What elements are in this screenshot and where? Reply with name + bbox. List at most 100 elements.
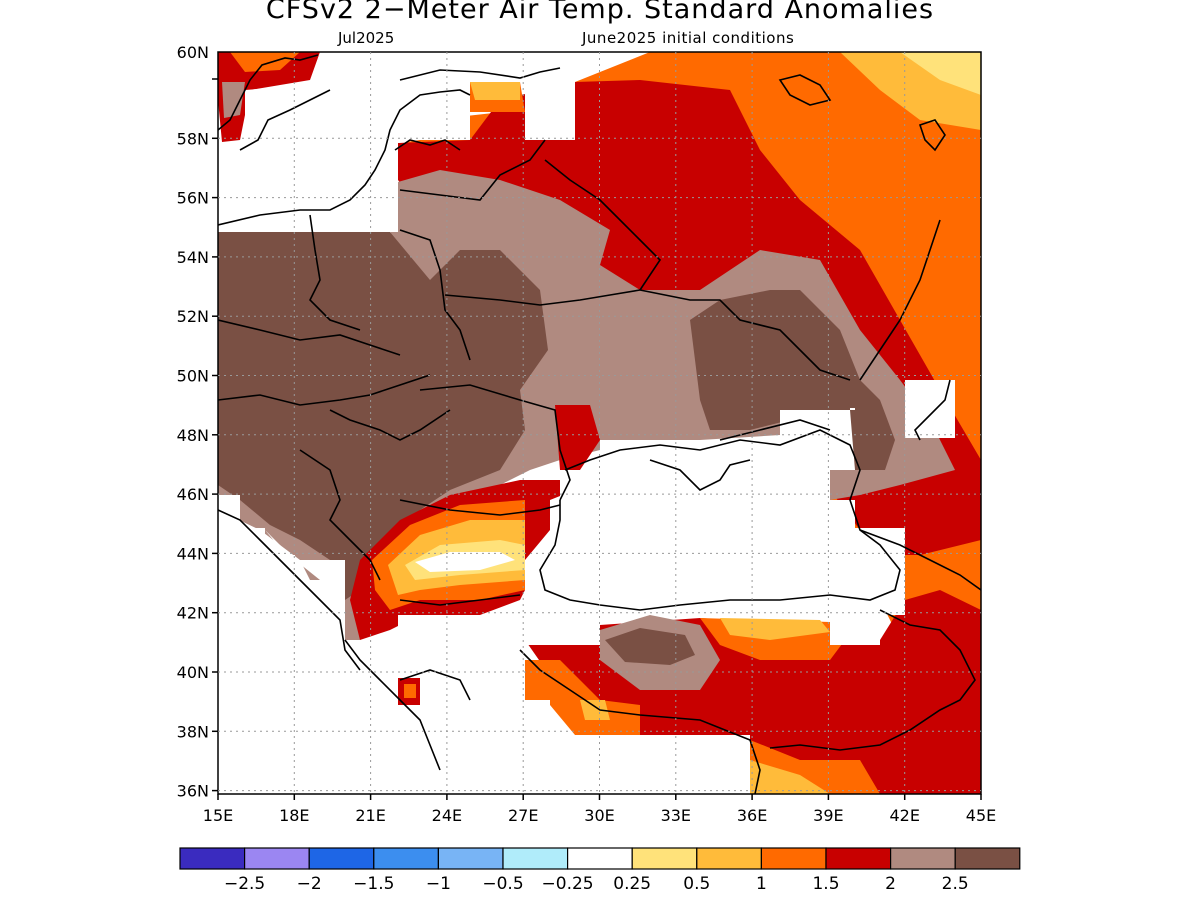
graticule (218, 52, 981, 794)
coastline-crimea (649, 459, 751, 491)
mask-gulf-finland (525, 82, 575, 140)
anomaly-region-yellow-turkey (580, 700, 610, 720)
coastline-caspian (914, 379, 951, 441)
border-belarus-ukraine (444, 289, 641, 306)
colorbar-label: −2 (297, 874, 322, 894)
coastline-adriatic (218, 509, 361, 671)
anomaly-region-orange-caucasus (905, 555, 981, 610)
colorbar-swatch (889, 847, 956, 870)
mask-baltic (218, 52, 470, 232)
coastline-baltic-south (218, 89, 471, 226)
colorbar-label: 2.5 (942, 874, 969, 894)
border-poland-belarus (399, 229, 471, 361)
border-baltics (399, 139, 546, 201)
lon-label: 30E (584, 806, 614, 825)
coastline-gulf-riga (394, 139, 461, 151)
colorbar-swatch (308, 847, 375, 870)
border-romania (419, 384, 571, 501)
lat-label: 42N (177, 604, 209, 623)
coastline-greece (344, 639, 471, 771)
colorbar-label: 1.5 (812, 874, 839, 894)
mask-aegean (218, 495, 750, 794)
anomaly-region-lightorange-turkey-north (720, 618, 830, 640)
lake-onega (918, 119, 946, 152)
lon-label: 42E (889, 806, 919, 825)
lon-label: 24E (432, 806, 462, 825)
lat-label: 48N (177, 426, 209, 445)
coastlines-and-borders (218, 54, 981, 794)
coastline-gulf-finland (399, 67, 561, 81)
border-balkans (299, 449, 381, 581)
border-russia-kazakh (859, 219, 941, 381)
anomaly-region-orange-sweden (230, 52, 300, 72)
colorbar-swatch (244, 847, 310, 870)
anomaly-region-red-sweden (218, 52, 320, 142)
colorbar-label: −0.25 (542, 874, 594, 894)
colorbar-swatch (373, 847, 439, 870)
lat-label: 52N (177, 307, 209, 326)
lon-label: 21E (355, 806, 385, 825)
colorbar-swatch (631, 847, 698, 870)
colorbar-swatch (179, 847, 246, 870)
lon-label: 33E (661, 806, 691, 825)
colorbar-swatch (566, 847, 633, 870)
latitude-labels: 60N 58N 56N 54N 52N 50N 48N 46N 44N 42N 40N 38N 36N (177, 43, 209, 801)
anomaly-region-orange-east (820, 130, 960, 230)
mask-azov-bits (850, 408, 855, 410)
coastline-scandinavia (218, 54, 331, 151)
border-bulgaria-turkey (399, 594, 521, 606)
lat-label: 58N (177, 129, 209, 148)
colorbar-label: 0.5 (683, 874, 710, 894)
colorbar-swatch (437, 847, 504, 870)
colorbar-swatch (760, 847, 827, 870)
lat-label: 46N (177, 485, 209, 504)
border-austria-hungary (218, 374, 431, 406)
colorbar-swatch (825, 847, 892, 870)
colorbar-swatch (696, 847, 762, 870)
colorbar-labels: −2.5 −2 −1.5 −1 −0.5 −0.25 0.25 0.5 1 1.5 2 2.5 (224, 874, 969, 894)
colorbar-label: 2 (885, 874, 896, 894)
lat-label: 60N (177, 43, 209, 62)
colorbar-label: 0.25 (613, 874, 651, 894)
anomaly-region-dark-brown-west (218, 232, 548, 600)
lat-label: 40N (177, 663, 209, 682)
anomaly-region-dark-brown-turkey (605, 628, 695, 665)
mask-black-sea (525, 410, 905, 645)
lon-label: 45E (966, 806, 996, 825)
lat-label: 44N (177, 544, 209, 563)
mask-adriatic (218, 510, 345, 645)
border-turkey-east (769, 609, 976, 751)
colorbar-label: −0.5 (482, 874, 523, 894)
coastline-turkey-south (519, 649, 761, 794)
border-russia-belarus (544, 159, 662, 291)
lon-label: 27E (508, 806, 538, 825)
coastline-black-sea (539, 429, 901, 611)
axis-ticks (212, 78, 982, 800)
colorbar-swatch (502, 847, 569, 870)
colorbar-label: −1 (426, 874, 451, 894)
anomaly-region-red-moldova (555, 405, 600, 470)
anomaly-region-orange-peloponnese (404, 684, 416, 698)
border-caucasus (859, 529, 981, 591)
border-hungary-romania (329, 409, 451, 441)
lat-label: 54N (177, 248, 209, 267)
lake-ladoga (778, 74, 832, 106)
lon-label: 36E (737, 806, 767, 825)
colorbar-swatch (954, 847, 1021, 870)
border-germany-poland (309, 214, 361, 331)
anomaly-region-yellow-baltic (470, 82, 520, 100)
initial-conditions-label: June2025 initial conditions (582, 29, 795, 47)
mask-caspian (905, 380, 955, 438)
lon-label: 39E (813, 806, 843, 825)
anomaly-region-tan-sweden (222, 82, 245, 118)
border-romania-bulgaria (399, 499, 561, 516)
colorbar-label: 1 (756, 874, 767, 894)
colorbar-label: −2.5 (224, 874, 265, 894)
map-title: CFSv2 2−Meter Air Temp. Standard Anomali… (265, 0, 935, 25)
anomaly-region-lightorange-anatolia-se (750, 760, 830, 794)
border-czech (218, 319, 401, 356)
anomaly-field (218, 52, 981, 794)
lat-label: 36N (177, 782, 209, 801)
border-russia-ukraine (639, 289, 851, 381)
anomaly-region-yellow-ne (900, 52, 981, 95)
